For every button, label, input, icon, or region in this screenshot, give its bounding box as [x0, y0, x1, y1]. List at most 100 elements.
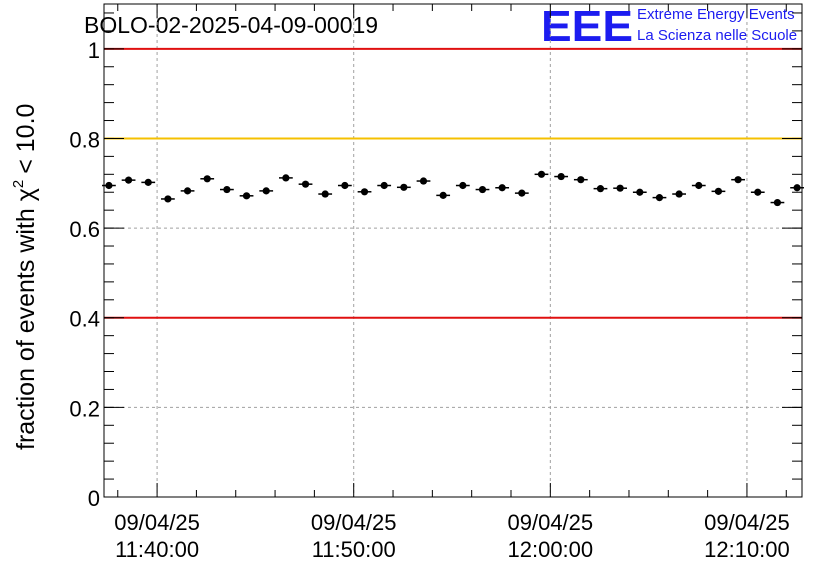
point-marker [242, 192, 251, 200]
point-marker [341, 181, 349, 190]
plot-frame [103, 3, 803, 498]
point-marker [144, 178, 152, 186]
data-point [495, 184, 510, 192]
point-marker [498, 184, 506, 192]
point-marker [793, 184, 801, 192]
data-point [455, 181, 470, 190]
data-point [396, 183, 411, 191]
data-point [613, 184, 628, 192]
point-marker [400, 183, 408, 191]
data-point [514, 189, 529, 197]
data-point [337, 181, 352, 190]
y-axis-label: fraction of events with χ2 < 10.0 [10, 104, 40, 450]
data-point [278, 174, 293, 182]
point-marker [360, 188, 369, 196]
y-tick-label: 0.2 [69, 396, 100, 421]
point-marker [321, 190, 329, 198]
data-point [121, 176, 136, 184]
point-marker [655, 194, 664, 202]
point-marker [419, 177, 428, 185]
x-tick-label-date: 09/04/25 [508, 510, 594, 535]
y-axis-label-suffix: < 10.0 [12, 104, 40, 174]
data-point [259, 187, 274, 195]
eee-logo: EEE Extreme Energy Events La Scienza nel… [541, 2, 797, 51]
data-point [691, 181, 706, 190]
data-point [711, 187, 726, 195]
logo-letters: EEE [541, 2, 633, 51]
point-marker [478, 185, 487, 194]
axis-ticks [104, 4, 802, 498]
data-point [534, 170, 549, 178]
x-tick-label-date: 09/04/25 [704, 510, 790, 535]
data-points [102, 170, 804, 207]
point-marker [459, 181, 467, 190]
data-point [180, 187, 195, 195]
data-point [357, 188, 372, 196]
y-tick-label: 1 [88, 38, 100, 63]
y-tick-label: 0.8 [69, 127, 100, 152]
point-marker [714, 187, 723, 195]
point-marker [439, 191, 447, 199]
reference-lines [104, 47, 802, 319]
data-point [416, 177, 431, 185]
data-point [554, 172, 569, 181]
data-point [475, 185, 490, 194]
data-point [377, 181, 392, 190]
data-point [750, 188, 765, 196]
point-marker [164, 195, 172, 203]
data-point [573, 176, 588, 184]
data-point [318, 190, 333, 198]
y-tick-labels: 0 0.2 0.4 0.6 0.8 1 [69, 38, 100, 511]
point-marker [301, 180, 310, 188]
data-point [220, 185, 234, 194]
point-marker [518, 189, 526, 197]
x-tick-label-time: 12:10:00 [704, 537, 790, 562]
data-point [770, 198, 785, 207]
point-marker [695, 181, 703, 190]
point-marker [105, 181, 113, 190]
logo-line-1: Extreme Energy Events [637, 6, 795, 23]
point-marker [734, 176, 742, 184]
data-point [298, 180, 313, 188]
y-axis-label-symbol: χ [12, 188, 40, 201]
data-point [672, 190, 686, 198]
x-tick-labels: 09/04/2511:40:0009/04/2511:50:0009/04/25… [114, 510, 789, 562]
x-tick-label-time: 12:00:00 [508, 537, 594, 562]
data-point [200, 175, 215, 183]
point-marker [183, 187, 192, 195]
point-marker [754, 188, 762, 196]
data-point [141, 178, 156, 186]
point-marker [596, 185, 605, 193]
y-axis-label-superscript: 2 [10, 180, 27, 188]
x-tick-label-date: 09/04/25 [311, 510, 397, 535]
y-tick-label: 0 [88, 486, 100, 511]
data-point [731, 176, 745, 184]
x-tick-label-time: 11:40:00 [115, 537, 199, 562]
point-marker [675, 190, 683, 198]
point-marker [262, 187, 270, 195]
point-marker [537, 170, 546, 178]
logo-line-2: La Scienza nelle Scuole [637, 27, 797, 44]
point-marker [636, 188, 644, 196]
y-tick-label: 0.6 [69, 217, 100, 242]
chart-title: BOLO-02-2025-04-09-00019 [84, 12, 378, 38]
point-marker [773, 198, 782, 207]
point-marker [223, 185, 231, 194]
x-tick-label-time: 11:50:00 [312, 537, 396, 562]
data-point [652, 194, 667, 202]
data-point [161, 195, 175, 203]
y-axis-label-main: fraction of events with [12, 208, 40, 450]
point-marker [380, 181, 388, 190]
data-point [593, 185, 608, 193]
y-tick-label: 0.4 [69, 307, 100, 332]
data-point [239, 192, 254, 200]
point-marker [124, 176, 133, 184]
x-tick-label-date: 09/04/25 [114, 510, 200, 535]
grid-lines [104, 4, 802, 498]
data-point [632, 188, 647, 196]
point-marker [616, 184, 624, 192]
point-marker [557, 172, 565, 181]
point-marker [203, 175, 211, 183]
point-marker [282, 174, 290, 182]
